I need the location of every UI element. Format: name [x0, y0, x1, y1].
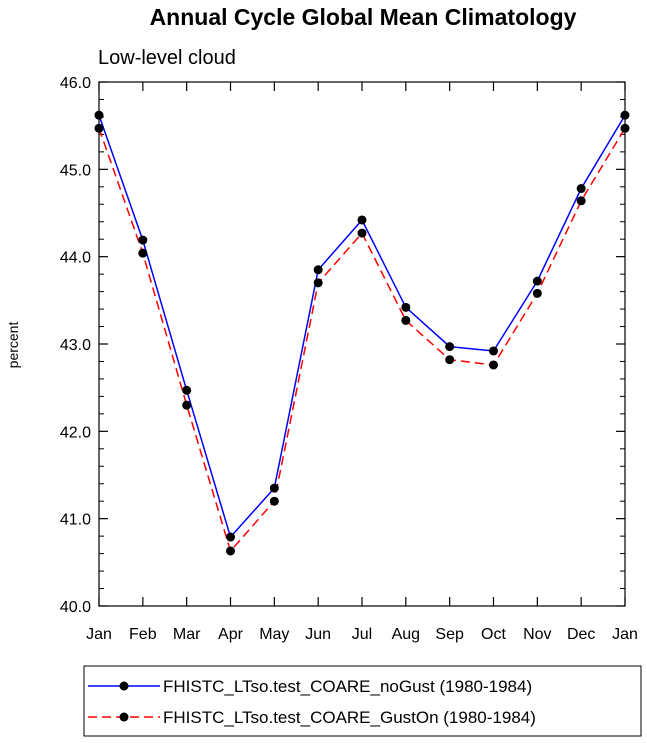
- x-tick-label: Feb: [129, 626, 157, 643]
- legend: FHISTC_LTso.test_COARE_noGust (1980-1984…: [83, 665, 642, 737]
- y-axis-label: percent: [5, 322, 21, 369]
- data-point: [94, 110, 104, 120]
- chart-subtitle: Low-level cloud: [98, 47, 236, 69]
- legend-marker-1: [119, 712, 129, 722]
- plot-frame: [98, 81, 626, 607]
- chart-title: Annual Cycle Global Mean Climatology: [150, 4, 577, 30]
- x-tick-label: Mar: [173, 626, 201, 643]
- data-point: [313, 265, 323, 275]
- x-tick-label: Nov: [523, 626, 551, 643]
- y-tick-label: 41.0: [60, 512, 91, 529]
- data-point: [576, 196, 586, 206]
- data-point: [532, 276, 542, 286]
- y-axis: 40.0 41.0 42.0 43.0 44.0 45.0 46.0: [60, 75, 625, 616]
- data-point: [313, 278, 323, 288]
- data-point: [182, 385, 192, 395]
- data-point: [269, 483, 279, 493]
- series-line-1: [98, 127, 626, 553]
- y-tick-label: 46.0: [60, 75, 91, 92]
- x-tick-label: Oct: [481, 626, 506, 643]
- data-point: [94, 123, 104, 133]
- x-tick-label: Dec: [567, 626, 595, 643]
- legend-label-0: FHISTC_LTso.test_COARE_noGust (1980-1984…: [163, 677, 532, 696]
- y-tick-label: 40.0: [60, 599, 91, 616]
- series-layer: [94, 110, 630, 556]
- x-axis: Jan Feb Mar Apr May Jun Jul Aug Sep Oct Nov Dec Jan: [86, 82, 638, 643]
- x-tick-label: Jul: [352, 626, 372, 643]
- data-point: [401, 302, 411, 312]
- y-tick-label: 44.0: [60, 250, 91, 267]
- data-point: [445, 342, 455, 352]
- x-tick-label: Jun: [305, 626, 331, 643]
- x-tick-label: Aug: [392, 626, 420, 643]
- y-tick-label: 42.0: [60, 424, 91, 441]
- y-tick-label: 45.0: [60, 162, 91, 179]
- data-point: [357, 215, 367, 225]
- legend-marker-0: [119, 681, 129, 691]
- data-point: [226, 546, 235, 556]
- data-point: [489, 346, 498, 356]
- x-tick-label: Jan: [86, 626, 112, 643]
- x-tick-label: Sep: [435, 626, 464, 643]
- x-tick-label: Jan: [612, 626, 638, 643]
- legend-box: [83, 665, 642, 737]
- y-tick-label: 43.0: [60, 337, 91, 354]
- data-point: [182, 400, 192, 410]
- x-tick-label: May: [259, 626, 289, 643]
- data-point: [138, 248, 148, 258]
- data-point: [620, 110, 630, 120]
- data-point: [269, 496, 279, 506]
- series-line-0: [98, 114, 626, 539]
- legend-label-1: FHISTC_LTso.test_COARE_GustOn (1980-1984…: [163, 708, 536, 727]
- data-point: [620, 123, 630, 133]
- data-point: [489, 360, 498, 370]
- data-point: [532, 288, 542, 298]
- data-point: [226, 532, 235, 542]
- data-point: [576, 184, 586, 194]
- data-point: [357, 228, 367, 238]
- x-tick-label: Apr: [218, 626, 244, 643]
- data-point: [138, 235, 148, 245]
- data-point: [445, 355, 455, 365]
- data-point: [401, 315, 411, 325]
